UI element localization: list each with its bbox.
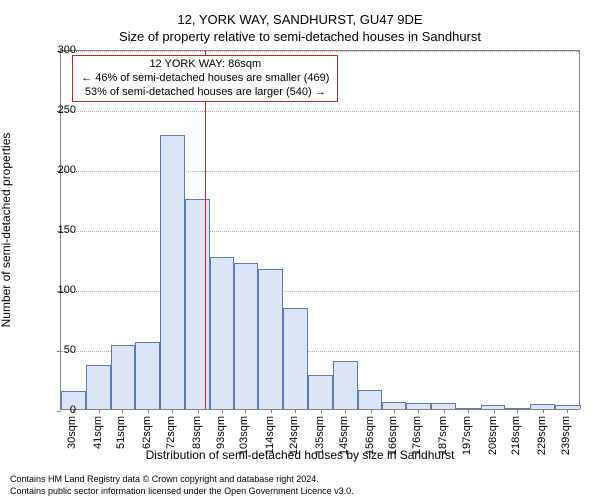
marker-annotation: 12 YORK WAY: 86sqm← 46% of semi-detached… <box>72 55 338 102</box>
x-tick-label: 114sqm <box>264 416 276 454</box>
x-tick-label: 83sqm <box>191 416 203 449</box>
y-tick-label: 150 <box>40 224 76 236</box>
x-tick-mark <box>371 409 372 413</box>
x-tick-label: 208sqm <box>487 416 499 455</box>
chart-title-line2: Size of property relative to semi-detach… <box>0 29 600 44</box>
x-tick-label: 124sqm <box>288 416 300 455</box>
y-axis-label: Number of semi-detached properties <box>0 133 13 328</box>
grid-line <box>61 231 579 232</box>
x-tick-label: 51sqm <box>115 416 127 449</box>
x-tick-label: 176sqm <box>411 416 423 455</box>
x-tick-label: 103sqm <box>238 416 250 455</box>
x-tick-label: 72sqm <box>165 416 177 449</box>
y-tick-label: 100 <box>40 284 76 296</box>
chart-container: 12, YORK WAY, SANDHURST, GU47 9DE Size o… <box>0 0 600 500</box>
histogram-bar <box>135 342 160 409</box>
x-tick-label: 30sqm <box>66 416 78 449</box>
x-tick-mark <box>271 409 272 413</box>
grid-line <box>61 51 579 52</box>
grid-line <box>61 171 579 172</box>
marker-annotation-line: 12 YORK WAY: 86sqm <box>81 58 329 72</box>
x-tick-mark <box>517 409 518 413</box>
histogram-bar <box>258 269 283 409</box>
x-tick-mark <box>543 409 544 413</box>
footer-copyright-1: Contains HM Land Registry data © Crown c… <box>10 474 590 484</box>
x-tick-label: 93sqm <box>215 416 227 449</box>
x-tick-label: 156sqm <box>364 416 376 455</box>
histogram-bar <box>283 308 308 409</box>
y-tick-label: 200 <box>40 164 76 176</box>
histogram-bar <box>358 390 383 409</box>
histogram-bar <box>210 257 234 409</box>
x-tick-mark <box>394 409 395 413</box>
x-tick-mark <box>444 409 445 413</box>
x-tick-mark <box>222 409 223 413</box>
grid-line <box>61 111 579 112</box>
x-tick-mark <box>122 409 123 413</box>
x-tick-label: 135sqm <box>314 416 326 455</box>
marker-annotation-line: ← 46% of semi-detached houses are smalle… <box>81 72 329 86</box>
x-tick-mark <box>345 409 346 413</box>
y-tick-label: 300 <box>40 44 76 56</box>
histogram-bar <box>86 365 111 409</box>
x-tick-mark <box>567 409 568 413</box>
x-tick-label: 239sqm <box>560 416 572 455</box>
histogram-bar <box>111 345 136 409</box>
histogram-bar <box>160 135 185 409</box>
x-tick-label: 41sqm <box>92 416 104 449</box>
x-tick-label: 187sqm <box>437 416 449 455</box>
marker-annotation-line: 53% of semi-detached houses are larger (… <box>81 86 329 100</box>
x-tick-mark <box>148 409 149 413</box>
histogram-bar <box>308 375 333 409</box>
x-tick-label: 218sqm <box>510 416 522 455</box>
plot-area: 12 YORK WAY: 86sqm← 46% of semi-detached… <box>60 50 580 410</box>
x-tick-label: 145sqm <box>338 416 350 455</box>
x-tick-label: 197sqm <box>461 416 473 455</box>
x-tick-mark <box>468 409 469 413</box>
x-tick-label: 62sqm <box>141 416 153 449</box>
y-tick-label: 50 <box>40 344 76 356</box>
y-tick-label: 0 <box>40 404 76 416</box>
y-tick-label: 250 <box>40 104 76 116</box>
chart-title-line1: 12, YORK WAY, SANDHURST, GU47 9DE <box>0 12 600 27</box>
x-tick-mark <box>418 409 419 413</box>
x-tick-label: 229sqm <box>536 416 548 455</box>
x-tick-mark <box>321 409 322 413</box>
x-tick-mark <box>494 409 495 413</box>
histogram-bar <box>382 402 406 409</box>
x-tick-mark <box>198 409 199 413</box>
grid-line <box>61 291 579 292</box>
footer-copyright-2: Contains public sector information licen… <box>10 486 590 496</box>
histogram-bar <box>234 263 259 409</box>
x-tick-mark <box>295 409 296 413</box>
histogram-bar <box>333 361 358 409</box>
x-tick-mark <box>99 409 100 413</box>
x-tick-label: 166sqm <box>387 416 399 455</box>
marker-line <box>205 51 206 409</box>
x-tick-mark <box>172 409 173 413</box>
histogram-bar <box>555 405 581 409</box>
x-tick-mark <box>245 409 246 413</box>
